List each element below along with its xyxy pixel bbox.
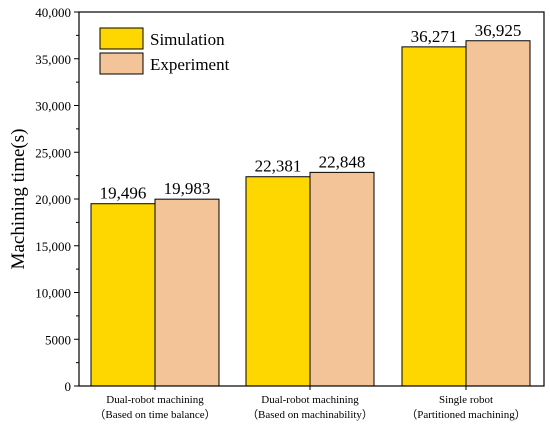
x-tick-label: Dual-robot machining — [261, 394, 359, 406]
legend-label-experiment: Experiment — [150, 55, 230, 74]
x-tick-label: Dual-robot machining — [106, 394, 204, 406]
y-tick-label: 30,000 — [35, 99, 71, 114]
data-label: 19,496 — [100, 184, 147, 203]
data-label: 22,381 — [255, 157, 302, 176]
y-tick-label: 25,000 — [35, 145, 71, 160]
y-tick-label: 0 — [65, 379, 72, 394]
legend-swatch-experiment — [99, 52, 144, 75]
y-tick-label: 40,000 — [35, 5, 71, 20]
bar-simulation-1 — [90, 203, 156, 387]
y-axis-title: Machining time(s) — [8, 129, 29, 270]
bar-experiment-3 — [465, 40, 531, 387]
legend-label-simulation: Simulation — [150, 30, 225, 49]
bar-simulation-2 — [245, 176, 311, 387]
data-label: 22,848 — [319, 152, 366, 171]
x-tick-label: （Partitioned machining） — [406, 408, 525, 421]
bar-simulation-3 — [401, 46, 467, 387]
bar-experiment-1 — [154, 198, 220, 387]
data-label: 36,925 — [475, 21, 522, 40]
plot-area: 19,496 22,381 36,271 19,983 22,848 36,925 0 500… — [8, 5, 545, 421]
bar-experiment-2 — [309, 171, 375, 387]
data-label: 19,983 — [164, 179, 211, 198]
x-tick-label: （Based on machinability） — [247, 408, 373, 421]
legend-swatch-simulation — [99, 27, 144, 50]
y-tick-label: 35,000 — [35, 52, 71, 67]
y-tick-label: 20,000 — [35, 192, 71, 207]
data-label: 36,271 — [411, 27, 458, 46]
y-tick-label: 10,000 — [35, 286, 71, 301]
y-tick-label: 15,000 — [35, 239, 71, 254]
x-tick-label: （Based on time balance） — [94, 408, 215, 421]
y-tick-label: 5000 — [45, 332, 71, 347]
x-tick-label: Single robot — [439, 394, 493, 406]
